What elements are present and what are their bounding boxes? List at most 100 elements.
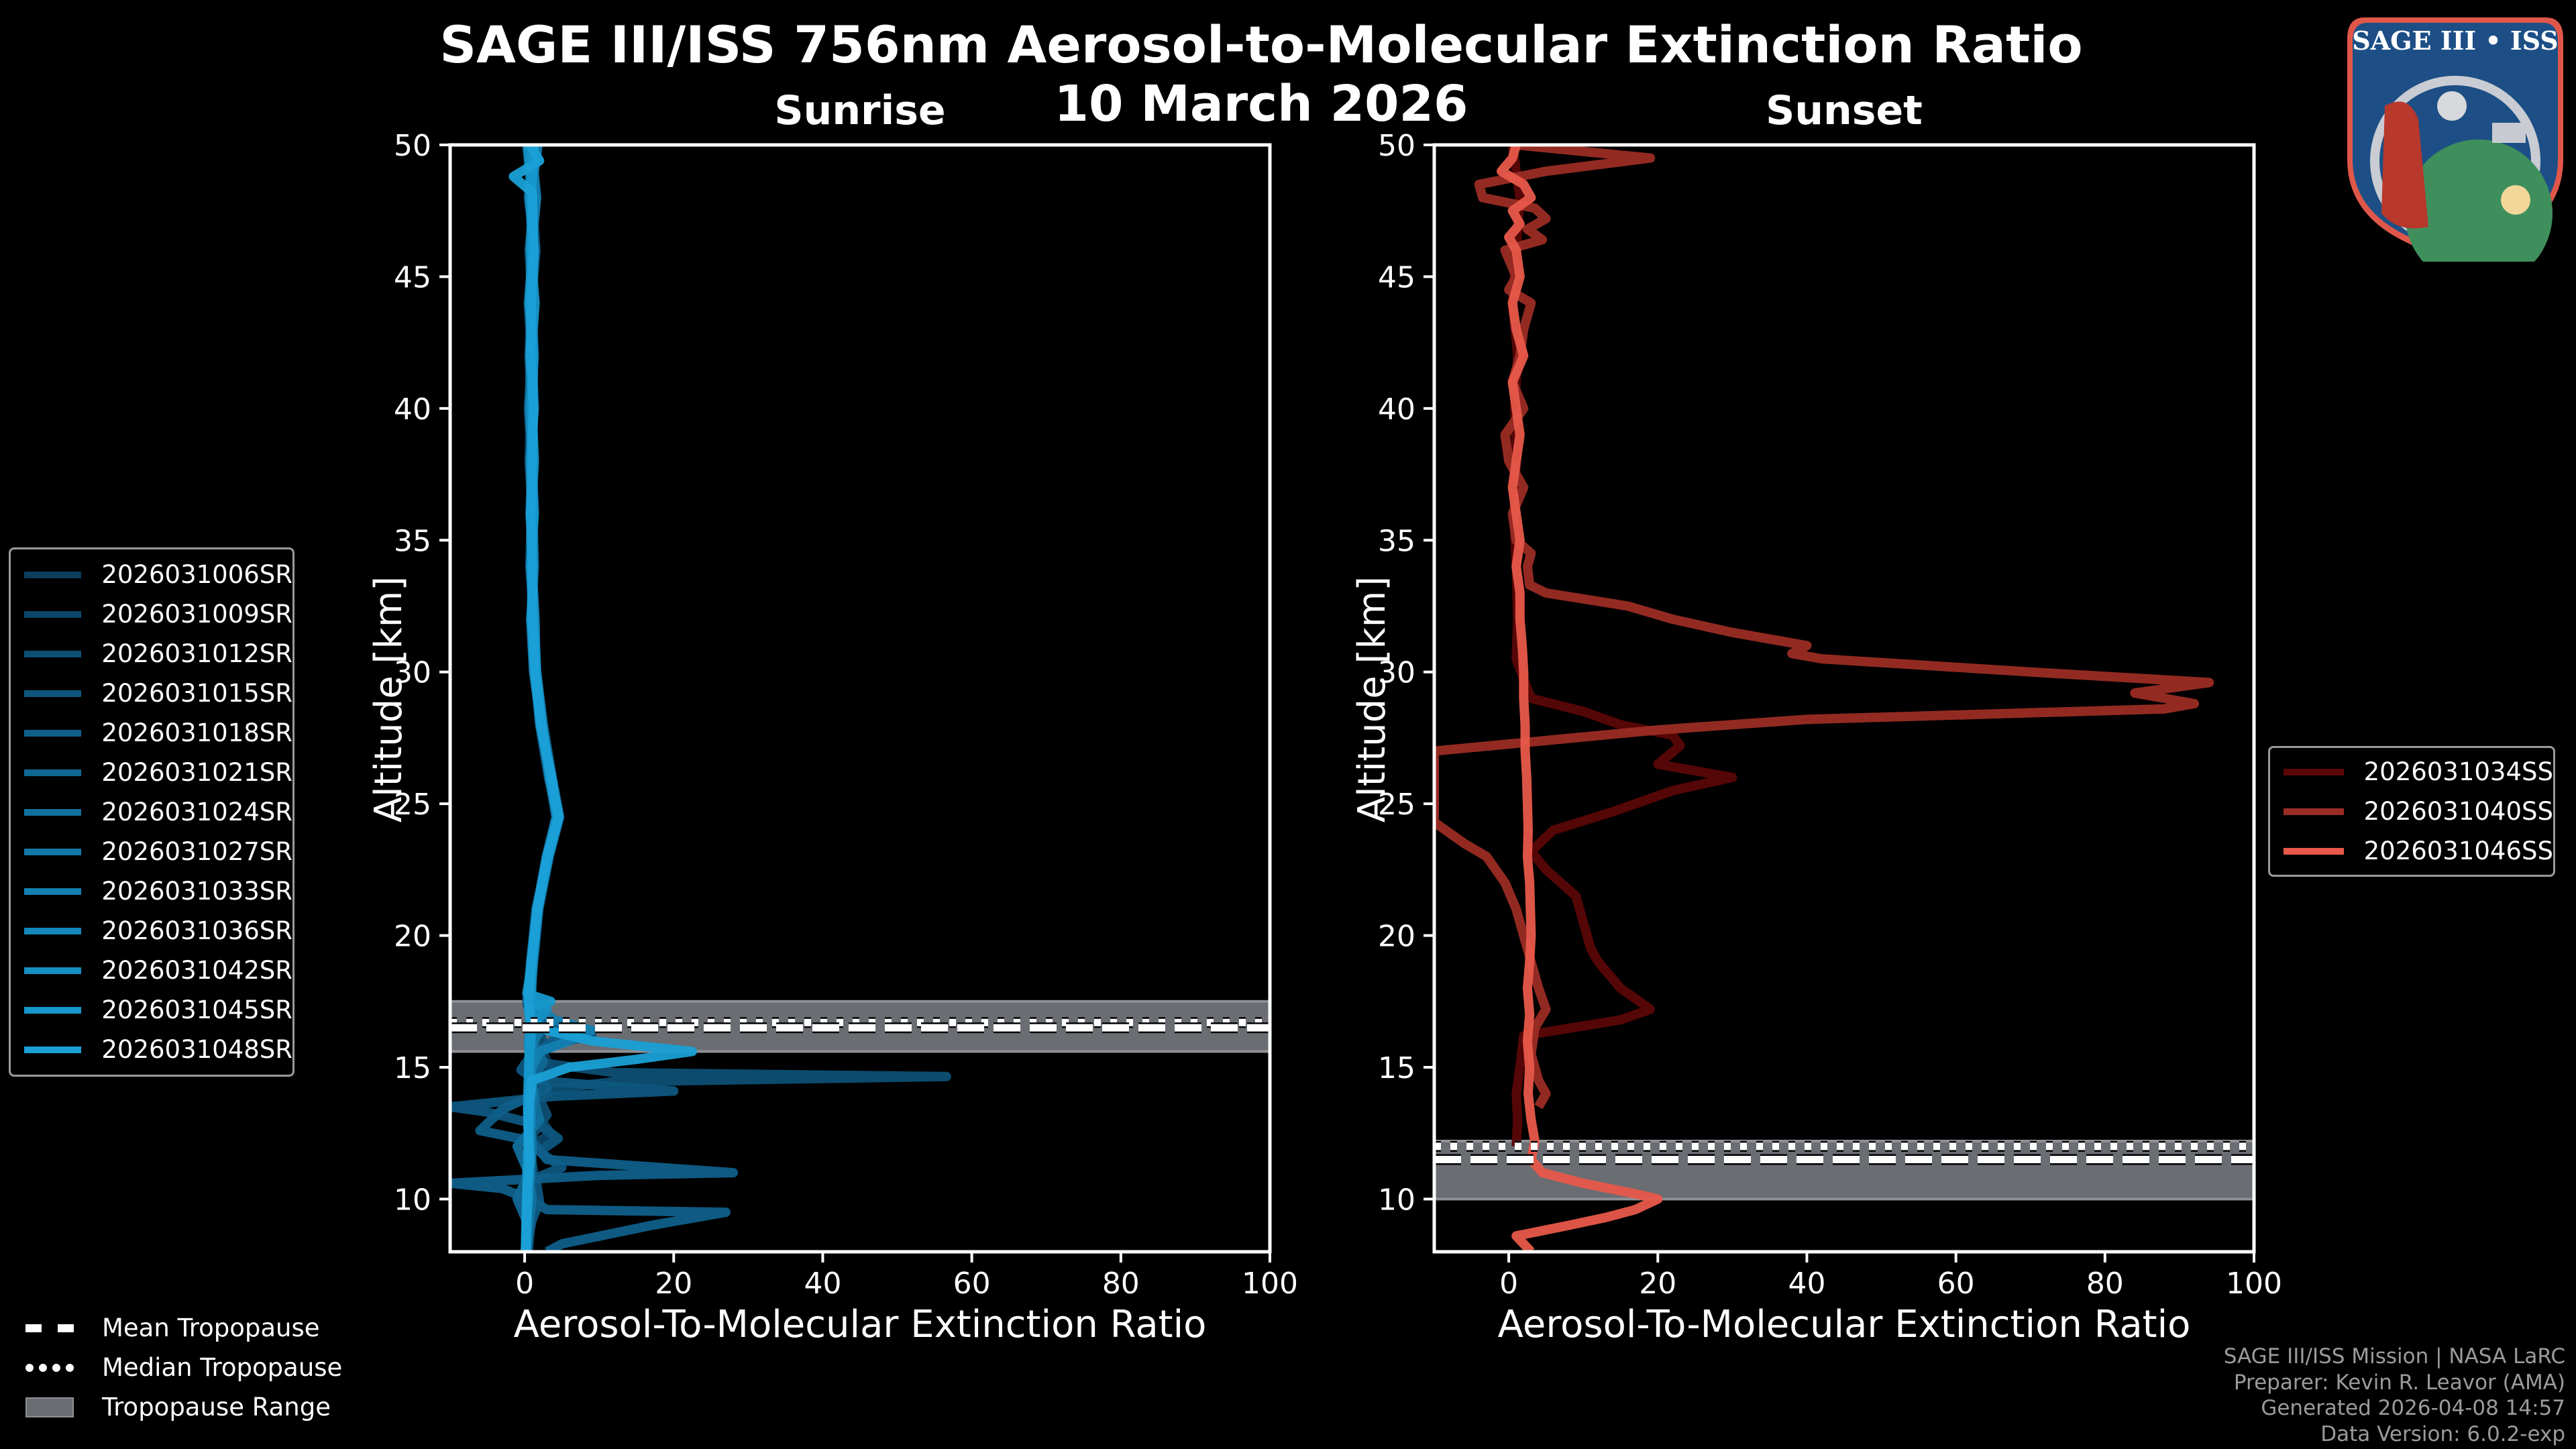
legend-label: 2026031021SR (101, 758, 292, 787)
legend-swatch (24, 888, 82, 895)
chart-title: SAGE III/ISS 756nm Aerosol-to-Molecular … (439, 15, 2083, 74)
sunset-y-tick-label: 35 (1378, 524, 1415, 558)
legend-label: 2026031042SR (101, 956, 292, 985)
sunset-y-tick-label: 40 (1378, 392, 1415, 427)
sunrise-x-tick-label: 60 (953, 1267, 991, 1301)
sunrise-x-tick-label: 20 (655, 1267, 692, 1301)
legend-item-2026031018SR: 2026031018SR (11, 713, 292, 753)
dashed-line-icon (25, 1324, 74, 1332)
legend-swatch (24, 769, 82, 776)
legend-item-median-tropopause: Median Tropopause (19, 1348, 342, 1387)
sunset-legend: 2026031034SS 2026031040SS 2026031046SS (2268, 746, 2555, 877)
legend-swatch (24, 690, 82, 697)
patch-title: SAGE III • ISS (2352, 25, 2558, 56)
legend-label: 2026031034SS (2363, 757, 2553, 786)
sunset-y-tick-label: 20 (1378, 920, 1415, 954)
legend-item-2026031015SR: 2026031015SR (11, 674, 292, 713)
series-line-2026031040SS (1434, 145, 2214, 1110)
legend-item-2026031012SR: 2026031012SR (11, 634, 292, 674)
sunrise-y-tick-label: 50 (394, 129, 431, 163)
dotted-line-icon (25, 1363, 74, 1372)
sunrise-y-tick-label: 40 (394, 392, 431, 427)
legend-label: Median Tropopause (102, 1353, 343, 1382)
legend-item-2026031034SS: 2026031034SS (2270, 752, 2553, 792)
legend-label: Mean Tropopause (102, 1313, 320, 1342)
sunset-y-tick-label: 30 (1378, 656, 1415, 690)
legend-item-2026031040SS: 2026031040SS (2270, 792, 2553, 831)
legend-swatch (24, 1006, 82, 1014)
legend-item-2026031006SR: 2026031006SR (11, 555, 292, 594)
legend-label: 2026031009SR (101, 600, 292, 629)
sunrise-y-tick-label: 30 (394, 656, 431, 690)
legend-label: 2026031036SR (101, 916, 292, 945)
legend-swatch (24, 1046, 82, 1053)
legend-item-2026031036SR: 2026031036SR (11, 911, 292, 951)
sunrise-axes-frame (448, 143, 1272, 1254)
sunset-x-tick-label: 100 (2226, 1267, 2282, 1301)
legend-item-2026031021SR: 2026031021SR (11, 753, 292, 792)
legend-label: 2026031012SR (101, 639, 292, 668)
sunset-x-tick-label: 80 (2086, 1267, 2124, 1301)
legend-swatch (24, 650, 82, 657)
sunset-tropopause-range (1434, 1140, 2254, 1201)
sunrise-plot: 0 20 40 60 80 100 10 15 20 25 30 35 40 45 50 (394, 129, 1298, 1301)
sunrise-x-tick-label: 40 (804, 1267, 841, 1301)
chart-date: 10 March 2026 (1054, 75, 1468, 133)
legend-label: Tropopause Range (102, 1393, 331, 1421)
sunrise-x-tick-label: 80 (1102, 1267, 1140, 1301)
legend-label: 2026031018SR (101, 718, 292, 747)
wizard-icon (2381, 101, 2428, 229)
iss-icon (2492, 123, 2526, 143)
legend-item-2026031048SR: 2026031048SR (11, 1030, 292, 1069)
sunset-subtitle: Sunset (1766, 87, 1923, 134)
sunset-y-tick-label: 25 (1378, 788, 1415, 822)
sage-iii-iss-patch-icon: SAGE III • ISS (2347, 17, 2563, 262)
sunrise-x-tick-label: 100 (1242, 1267, 1298, 1301)
sunset-x-axis-label: Aerosol-To-Molecular Extinction Ratio (1497, 1303, 2191, 1346)
footer-data-version: Data Version: 6.0.2-exp (2320, 1421, 2565, 1446)
legend-swatch (24, 967, 82, 974)
sunset-y-tick-label: 10 (1378, 1183, 1415, 1217)
sunset-axes-frame (1432, 143, 2256, 1254)
series-line-2026031015SR (450, 145, 679, 1252)
legend-label: 2026031006SR (101, 560, 292, 589)
footer-preparer: Preparer: Kevin R. Leavor (AMA) (2233, 1370, 2565, 1395)
sunrise-y-tick-label: 35 (394, 524, 431, 558)
sunrise-y-tick-label: 25 (394, 788, 431, 822)
legend-item-2026031042SR: 2026031042SR (11, 951, 292, 990)
sunset-y-tick-label: 45 (1378, 260, 1415, 294)
legend-label: 2026031027SR (101, 837, 292, 866)
legend-swatch (24, 610, 82, 618)
series-line-2026031046SS (1497, 145, 1663, 1252)
sunrise-y-tick-label: 15 (394, 1051, 431, 1085)
legend-item-mean-tropopause: Mean Tropopause (19, 1308, 342, 1348)
sun-icon (2501, 185, 2530, 215)
footer-mission: SAGE III/ISS Mission | NASA LaRC (2223, 1344, 2565, 1368)
legend-item-2026031024SR: 2026031024SR (11, 792, 292, 832)
legend-swatch (24, 808, 82, 816)
legend-label: 2026031024SR (101, 798, 292, 826)
legend-label: 2026031015SR (101, 679, 292, 708)
sunset-x-tick-label: 20 (1639, 1267, 1676, 1301)
legend-item-2026031033SR: 2026031033SR (11, 871, 292, 911)
sunset-x-tick-label: 60 (1937, 1267, 1975, 1301)
sunset-y-tick-label: 50 (1378, 129, 1415, 163)
moon-icon (2437, 91, 2467, 121)
series-line-2026031048SR (508, 145, 697, 1252)
legend-label: 2026031048SR (101, 1035, 292, 1064)
sunset-x-tick-label: 40 (1788, 1267, 1825, 1301)
legend-swatch (2284, 847, 2344, 855)
legend-label: 2026031033SR (101, 877, 292, 906)
legend-item-2026031027SR: 2026031027SR (11, 832, 292, 871)
sunrise-subtitle: Sunrise (774, 87, 946, 134)
sunrise-y-tick-label: 20 (394, 920, 431, 954)
legend-item-tropopause-range: Tropopause Range (19, 1387, 342, 1427)
sunset-plot-area (1434, 145, 2254, 1252)
legend-swatch (2284, 808, 2344, 815)
legend-label: 2026031040SS (2363, 797, 2553, 826)
legend-item-2026031045SR: 2026031045SR (11, 990, 292, 1030)
range-band-icon (25, 1397, 74, 1417)
sunset-plot: 0 20 40 60 80 100 10 15 20 25 30 35 40 45 50 (1378, 129, 2282, 1301)
sunrise-legend: 2026031006SR 2026031009SR 2026031012SR 2026… (9, 547, 294, 1077)
